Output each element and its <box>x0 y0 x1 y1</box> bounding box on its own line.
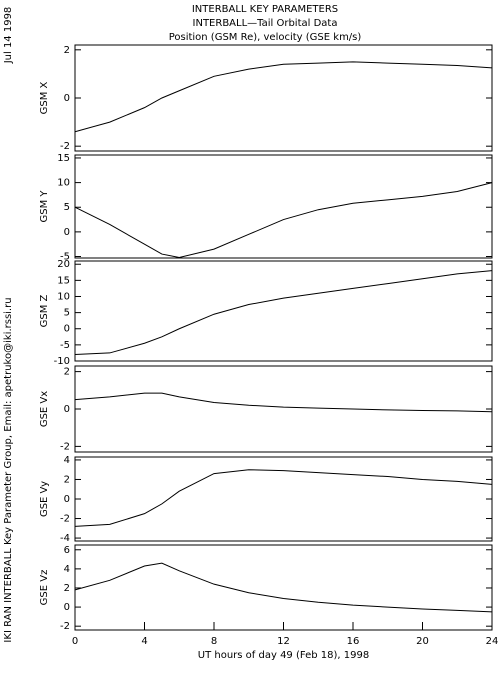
panel-frame <box>74 154 493 259</box>
y-axis-label: GSE Vx <box>39 391 50 427</box>
y-tick-label: -2 <box>60 621 70 632</box>
title: Position (GSM Re), velocity (GSE km/s) <box>169 32 362 43</box>
y-tick-label: 2 <box>64 367 70 378</box>
x-tick-label: 8 <box>211 636 217 647</box>
date: Jul 14 1998 <box>3 7 14 65</box>
y-tick-label: 0 <box>64 602 70 613</box>
x-tick-label: 0 <box>72 636 78 647</box>
y-tick-label: 6 <box>64 545 70 556</box>
y-tick-label: 0 <box>64 494 70 505</box>
y-tick-label: 10 <box>57 291 70 302</box>
title: INTERBALL KEY PARAMETERS <box>192 4 338 15</box>
y-axis-label: GSM Z <box>39 294 50 327</box>
panel-frame <box>74 456 493 542</box>
y-tick-label: 2 <box>64 45 70 56</box>
x-axis-label: UT hours of day 49 (Feb 18), 1998 <box>198 650 369 661</box>
y-tick-label: -2 <box>60 141 70 152</box>
y-tick-label: -4 <box>60 533 70 544</box>
y-tick-label: 2 <box>64 474 70 485</box>
y-tick-label: -2 <box>60 441 70 452</box>
y-tick-label: 0 <box>64 93 70 104</box>
y-tick-label: -2 <box>60 514 70 525</box>
y-tick-label: 15 <box>57 153 70 164</box>
y-tick-label: -10 <box>54 356 70 367</box>
y-tick-label: 15 <box>57 275 70 286</box>
y-tick-label: -5 <box>60 252 70 263</box>
data-line <box>74 61 493 133</box>
x-tick-label: 4 <box>141 636 147 647</box>
y-tick-label: 20 <box>57 259 70 270</box>
x-tick-label: 24 <box>486 636 499 647</box>
data-line <box>74 562 493 613</box>
x-tick-label: 20 <box>416 636 429 647</box>
y-tick-label: 2 <box>64 583 70 594</box>
data-line <box>74 182 493 259</box>
y-tick-label: -5 <box>60 340 70 351</box>
panel-frame <box>74 365 493 453</box>
y-axis-label: GSE Vz <box>39 570 50 606</box>
y-tick-label: 4 <box>64 455 70 466</box>
x-tick-label: 16 <box>347 636 360 647</box>
data-line <box>74 392 493 413</box>
data-line <box>74 469 493 527</box>
y-tick-label: 4 <box>64 564 70 575</box>
y-tick-label: 5 <box>64 308 70 319</box>
y-axis-label: GSM Y <box>39 190 50 223</box>
y-tick-label: 0 <box>64 227 70 238</box>
y-tick-label: 5 <box>64 202 70 213</box>
y-axis-label: GSM X <box>39 81 50 114</box>
title: INTERBALL—Tail Orbital Data <box>193 18 338 29</box>
data-line <box>74 270 493 356</box>
y-axis-label: GSE Vy <box>39 481 50 517</box>
y-tick-label: 0 <box>64 404 70 415</box>
x-tick-label: 12 <box>277 636 290 647</box>
panel-frame <box>74 260 493 362</box>
y-tick-label: 10 <box>57 178 70 189</box>
y-tick-label: 0 <box>64 324 70 335</box>
panel-frame <box>74 544 493 631</box>
panel-frame <box>74 44 493 152</box>
credit: IKI RAN INTERBALL Key Parameter Group, E… <box>3 297 14 642</box>
